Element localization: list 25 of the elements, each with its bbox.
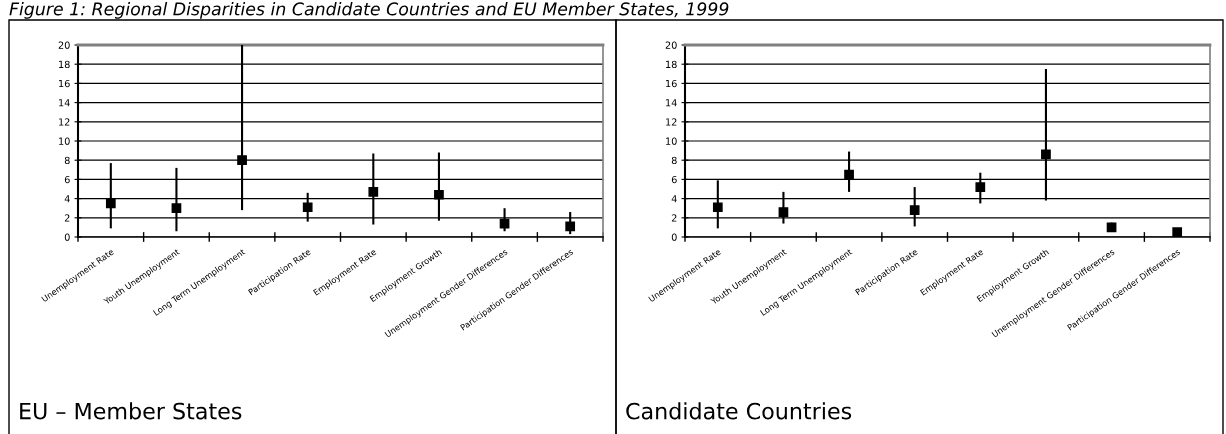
y-tick-label: 6 bbox=[671, 175, 677, 184]
y-tick-label: 16 bbox=[59, 79, 70, 88]
y-tick-label: 0 bbox=[671, 233, 677, 241]
y-tick-label: 2 bbox=[671, 214, 677, 222]
y-tick-label: 10 bbox=[59, 137, 70, 145]
y-tick-label: 16 bbox=[666, 79, 677, 88]
text: EU – Member States bbox=[20, 402, 242, 420]
y-tick-label: 6 bbox=[64, 175, 70, 184]
y-tick-label: 2 bbox=[64, 214, 70, 222]
y-tick-label: 18 bbox=[666, 60, 677, 69]
y-tick-label: 8 bbox=[671, 156, 677, 165]
y-tick-label: 12 bbox=[666, 118, 677, 126]
y-tick-label: 12 bbox=[59, 118, 70, 126]
y-tick-label: 20 bbox=[665, 41, 677, 49]
y-tick-label: 10 bbox=[666, 137, 677, 145]
y-tick-label: 0 bbox=[64, 233, 70, 241]
y-tick-label: 4 bbox=[671, 195, 677, 203]
y-tick-label: 20 bbox=[58, 41, 70, 49]
y-tick-label: 8 bbox=[64, 156, 70, 165]
y-tick-label: 4 bbox=[64, 195, 70, 203]
text: Candidate Countries bbox=[626, 402, 852, 420]
y-tick-label: 14 bbox=[59, 99, 70, 107]
caption: Figure 1: Regional Disparities in Candidate Countries and EU Member States, 1999 bbox=[9, 2, 729, 19]
y-tick-label: 14 bbox=[666, 99, 677, 107]
y-tick-label: 18 bbox=[59, 60, 70, 69]
